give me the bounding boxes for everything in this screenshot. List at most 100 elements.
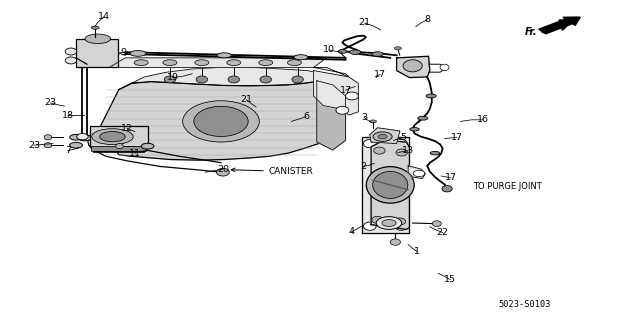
Ellipse shape [426, 94, 436, 98]
Text: 5023-S0103: 5023-S0103 [498, 300, 550, 309]
Ellipse shape [394, 47, 401, 50]
Text: 5: 5 [400, 133, 406, 142]
Text: 12: 12 [121, 124, 133, 133]
Ellipse shape [92, 129, 133, 145]
Ellipse shape [85, 34, 111, 44]
Ellipse shape [216, 168, 229, 176]
Text: 8: 8 [424, 15, 430, 24]
Ellipse shape [65, 57, 77, 64]
Text: 21: 21 [241, 95, 253, 104]
Text: 10: 10 [323, 45, 335, 55]
Ellipse shape [433, 221, 442, 226]
Ellipse shape [228, 76, 239, 83]
Ellipse shape [336, 106, 349, 114]
Ellipse shape [440, 64, 449, 70]
Text: 15: 15 [444, 275, 456, 284]
Ellipse shape [227, 60, 241, 65]
Ellipse shape [294, 55, 308, 60]
Ellipse shape [195, 60, 209, 65]
Text: 17: 17 [445, 174, 457, 182]
Text: 13: 13 [402, 146, 414, 155]
Ellipse shape [430, 152, 440, 155]
Ellipse shape [418, 116, 428, 120]
Polygon shape [408, 166, 426, 179]
Polygon shape [314, 70, 358, 115]
Ellipse shape [396, 149, 408, 156]
Ellipse shape [382, 219, 396, 226]
Text: 11: 11 [129, 149, 141, 158]
Ellipse shape [349, 50, 361, 54]
Ellipse shape [92, 26, 99, 29]
Text: CANISTER: CANISTER [231, 167, 314, 176]
Ellipse shape [376, 217, 402, 229]
Text: 17: 17 [340, 86, 351, 95]
Text: 21: 21 [358, 19, 371, 27]
Polygon shape [109, 58, 326, 67]
Ellipse shape [372, 52, 383, 56]
Bar [90, 126, 148, 147]
Polygon shape [362, 137, 410, 233]
Ellipse shape [372, 216, 383, 223]
Ellipse shape [196, 76, 207, 83]
Ellipse shape [395, 222, 408, 230]
Ellipse shape [338, 50, 347, 53]
Ellipse shape [390, 239, 401, 245]
Ellipse shape [44, 143, 52, 148]
Ellipse shape [442, 186, 452, 192]
Ellipse shape [259, 60, 273, 65]
Polygon shape [314, 67, 349, 77]
Polygon shape [100, 78, 326, 160]
Ellipse shape [366, 167, 414, 203]
Ellipse shape [373, 132, 392, 141]
Text: 17: 17 [451, 133, 463, 142]
Text: 23: 23 [44, 99, 56, 108]
Text: 2: 2 [360, 162, 367, 171]
Text: TO PURGE JOINT: TO PURGE JOINT [473, 182, 542, 191]
Ellipse shape [394, 218, 406, 225]
Ellipse shape [369, 120, 376, 123]
Ellipse shape [194, 106, 248, 137]
Ellipse shape [130, 50, 146, 56]
Ellipse shape [413, 170, 425, 177]
Text: Fr.: Fr. [525, 27, 537, 37]
Text: 7: 7 [65, 146, 71, 155]
Ellipse shape [374, 147, 385, 154]
Ellipse shape [287, 60, 301, 65]
Text: 20: 20 [217, 165, 229, 174]
Ellipse shape [134, 60, 148, 65]
Ellipse shape [403, 60, 422, 72]
Ellipse shape [364, 222, 376, 230]
Ellipse shape [372, 171, 408, 198]
Text: 14: 14 [98, 12, 110, 21]
Ellipse shape [346, 92, 358, 100]
Text: 18: 18 [62, 111, 74, 120]
Text: 9: 9 [120, 48, 126, 57]
Text: 19: 19 [167, 73, 179, 82]
Ellipse shape [364, 139, 376, 148]
Ellipse shape [116, 144, 124, 149]
Text: 6: 6 [303, 112, 309, 121]
Text: 23: 23 [28, 141, 40, 150]
Text: 4: 4 [348, 227, 355, 236]
Ellipse shape [78, 135, 92, 141]
Bar [92, 146, 147, 151]
Text: 16: 16 [477, 115, 489, 124]
Ellipse shape [378, 134, 387, 139]
Ellipse shape [44, 135, 52, 140]
Ellipse shape [100, 131, 125, 142]
Ellipse shape [395, 139, 408, 148]
Polygon shape [397, 56, 430, 78]
Bar [76, 39, 118, 67]
Text: 22: 22 [436, 228, 449, 237]
Polygon shape [119, 67, 326, 90]
Ellipse shape [410, 128, 419, 131]
Ellipse shape [77, 133, 88, 140]
Polygon shape [371, 140, 410, 229]
Ellipse shape [260, 76, 271, 83]
FancyArrow shape [539, 17, 580, 34]
Text: 1: 1 [414, 247, 420, 256]
Ellipse shape [182, 101, 259, 142]
Ellipse shape [163, 60, 177, 65]
Ellipse shape [217, 53, 231, 58]
Polygon shape [317, 81, 346, 150]
